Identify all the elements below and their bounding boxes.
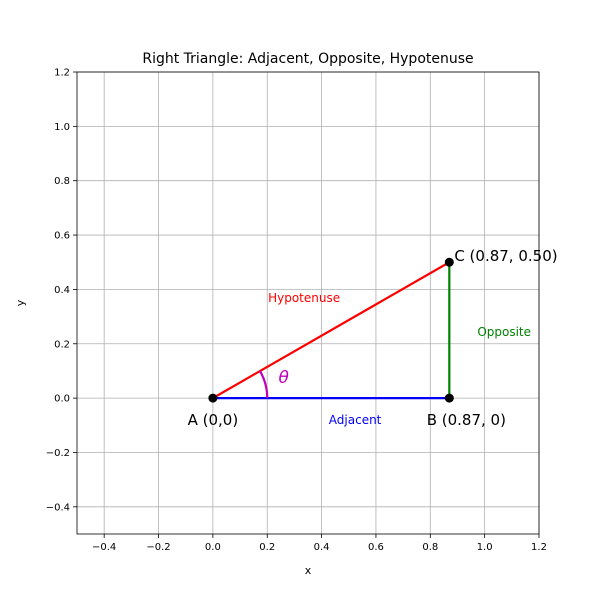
y-tick-label: 0.8 [54,176,70,187]
y-tick-label: 1.2 [54,68,70,79]
y-tick-label: −0.4 [46,502,70,513]
point-a [208,393,218,403]
point-b [444,393,454,403]
y-tick-label: 0.2 [54,339,70,350]
point-c [444,257,454,267]
y-tick-label: −0.2 [46,448,70,459]
point-label-a: A (0,0) [188,411,239,429]
x-tick-label: 0.0 [205,542,221,553]
segment-hypotenuse [212,261,450,400]
point-label-b: B (0.87, 0) [427,411,506,429]
chart-title: Right Triangle: Adjacent, Opposite, Hypo… [142,51,473,67]
x-tick-label: 0.6 [368,542,384,553]
x-axis-label: x [305,564,312,577]
y-tick-label: 0.4 [54,285,70,296]
x-tick-label: 0.2 [259,542,275,553]
y-axis-label: y [14,299,27,306]
y-tick-label: 0.0 [54,394,70,405]
plot-marks: θ Adjacent Opposite Hypotenuse A (0,0) B (0.8… [188,247,558,429]
segment-label-hypotenuse: Hypotenuse [268,291,340,305]
x-tick-label: −0.4 [92,542,116,553]
point-label-c: C (0.87, 0.50) [454,247,557,265]
x-tick-label: 1.2 [531,542,547,553]
angle-label: θ [279,368,290,388]
x-tick-label: 1.0 [477,542,493,553]
x-tick-label: −0.2 [146,542,170,553]
y-tick-label: 0.6 [54,231,70,242]
y-tick-label: 1.0 [54,122,70,133]
axis-ticks: −0.4 −0.2 0.0 0.2 0.4 0.6 0.8 1.0 1.2 −0.4 −0.2 0.0… [46,68,547,554]
angle-arc [258,370,269,399]
x-tick-label: 0.8 [422,542,438,553]
segment-label-opposite: Opposite [477,325,531,339]
x-tick-label: 0.4 [314,542,330,553]
segment-label-adjacent: Adjacent [329,413,382,427]
plot-frame [76,71,540,535]
